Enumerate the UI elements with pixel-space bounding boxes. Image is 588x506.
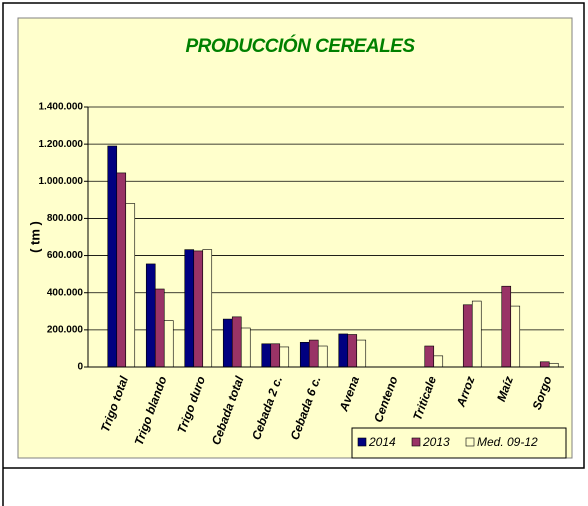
- legend-swatch: [465, 437, 475, 447]
- bar: [433, 355, 444, 368]
- bar: [424, 345, 435, 368]
- bar: [279, 346, 290, 368]
- chart-area: [17, 17, 573, 459]
- bar: [116, 172, 127, 368]
- legend-label: Med. 09-12: [477, 435, 538, 449]
- bar: [548, 362, 559, 368]
- bar: [125, 203, 136, 368]
- chart-title: PRODUCCIÓN CEREALES: [185, 35, 415, 57]
- bar: [501, 285, 512, 368]
- y-tick-label: 200.000: [47, 324, 84, 335]
- bar: [193, 250, 204, 368]
- bar: [462, 304, 473, 368]
- y-tick-label: 1.200.000: [39, 139, 84, 150]
- bar: [338, 333, 349, 368]
- bar: [145, 263, 156, 368]
- y-tick-label: 400.000: [47, 287, 84, 298]
- bar: [308, 339, 319, 368]
- bar: [222, 318, 233, 368]
- bar: [184, 249, 195, 368]
- y-axis-label: ( tm ): [27, 221, 42, 253]
- legend-swatch: [411, 437, 421, 447]
- bar: [163, 320, 174, 368]
- legend-swatch: [357, 437, 367, 447]
- bar: [270, 343, 281, 368]
- bar: [202, 249, 213, 368]
- bar: [154, 288, 165, 368]
- bar: [261, 343, 272, 368]
- legend-label: 2014: [368, 435, 396, 449]
- legend-label: 2013: [422, 435, 450, 449]
- bar: [317, 345, 328, 368]
- bar: [347, 334, 358, 368]
- y-tick-label: 1.400.000: [39, 102, 84, 113]
- bar: [240, 327, 251, 368]
- y-tick-label: 1.000.000: [39, 176, 84, 187]
- y-tick-label: 0: [77, 362, 83, 373]
- bar: [299, 341, 310, 368]
- bar: [471, 300, 482, 368]
- y-tick-label: 600.000: [47, 250, 84, 261]
- legend-box: [351, 427, 567, 459]
- bar: [539, 361, 550, 368]
- bar: [356, 339, 367, 368]
- bar: [231, 316, 242, 368]
- bar: [510, 305, 521, 368]
- bar: [107, 145, 118, 368]
- y-tick-label: 800.000: [47, 213, 84, 224]
